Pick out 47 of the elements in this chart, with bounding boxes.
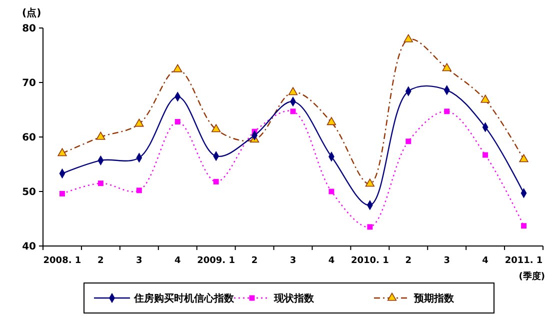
point [406, 138, 412, 144]
x-tick-label: 4 [174, 256, 181, 266]
point [98, 180, 104, 186]
point [134, 118, 144, 127]
x-tick-label: 3 [444, 256, 450, 266]
point [519, 154, 528, 162]
y-tick-label: 40 [22, 242, 36, 252]
point [58, 148, 67, 156]
point [174, 119, 180, 124]
point [288, 87, 298, 96]
x-tick-label: 2008. 1 [43, 256, 82, 266]
x-tick-label: 3 [290, 256, 296, 266]
x-tick-label: 2010. 1 [350, 256, 389, 266]
legend-label: 预期指数 [413, 292, 455, 304]
y-tick-label: 50 [22, 187, 36, 198]
x-tick-label: 4 [482, 256, 488, 266]
point [404, 34, 413, 42]
point [328, 188, 334, 194]
point [442, 63, 452, 72]
point [173, 64, 182, 72]
point [96, 132, 106, 140]
point [212, 124, 221, 132]
point [482, 152, 488, 158]
point [213, 178, 219, 184]
x-tick-label: 2009. 1 [197, 256, 236, 266]
y-tick-label: 70 [22, 78, 36, 89]
point [521, 223, 527, 229]
legend-label: 现状指数 [273, 292, 315, 304]
point [365, 178, 374, 187]
y-tick-label: 60 [22, 132, 36, 144]
x-tick-label: 4 [328, 256, 335, 266]
point [367, 224, 373, 230]
point [136, 188, 142, 194]
point [326, 117, 336, 126]
point [59, 190, 65, 196]
point [444, 108, 450, 114]
x-tick-label: 3 [136, 256, 142, 266]
x-tick-label: 2 [405, 256, 412, 266]
x-axis-title: (季度) [518, 271, 545, 282]
point [290, 108, 296, 114]
x-tick-label: 2 [251, 256, 258, 266]
y-tick-label: 80 [22, 24, 36, 34]
legend-label: 住房购买时机信心指数 [133, 292, 235, 304]
x-tick-label: 2011. 1 [504, 256, 543, 266]
point [480, 94, 490, 103]
x-tick-label: 2 [98, 256, 104, 266]
y-axis-title: (点) [22, 7, 42, 19]
